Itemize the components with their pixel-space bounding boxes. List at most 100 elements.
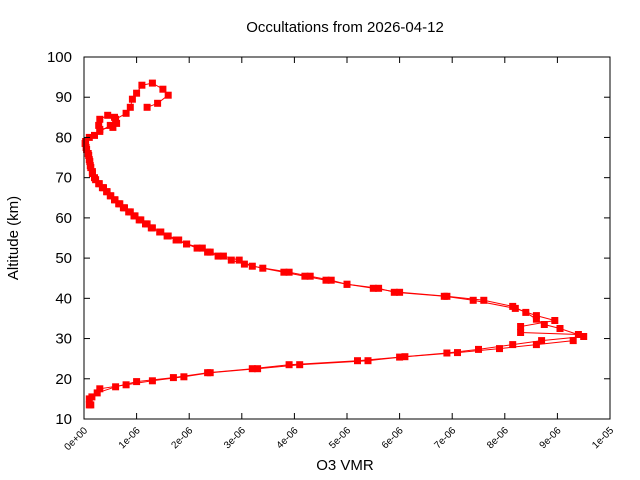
series-group bbox=[81, 79, 588, 409]
data-point bbox=[82, 138, 90, 145]
data-point bbox=[214, 252, 222, 260]
data-point bbox=[96, 125, 104, 133]
data-point bbox=[475, 345, 482, 353]
data-point bbox=[375, 284, 383, 292]
data-point bbox=[219, 252, 227, 260]
data-point bbox=[240, 260, 248, 268]
y-tick-label: 30 bbox=[55, 331, 72, 348]
data-point bbox=[193, 244, 201, 252]
data-point bbox=[113, 119, 121, 127]
data-point bbox=[128, 95, 136, 103]
data-point bbox=[111, 196, 119, 204]
y-tick-label: 70 bbox=[55, 170, 72, 187]
data-point bbox=[322, 276, 330, 284]
data-point bbox=[131, 212, 139, 220]
data-point bbox=[183, 240, 191, 248]
data-point bbox=[538, 337, 546, 345]
y-tick-label: 50 bbox=[55, 250, 72, 267]
data-point bbox=[143, 103, 151, 111]
data-point bbox=[137, 216, 145, 224]
y-tick-label: 100 bbox=[47, 49, 72, 66]
data-point bbox=[343, 280, 351, 288]
data-point bbox=[254, 365, 262, 373]
data-point bbox=[390, 288, 398, 296]
data-point bbox=[85, 401, 93, 409]
data-point bbox=[86, 162, 94, 170]
data-point bbox=[306, 272, 314, 280]
data-point bbox=[285, 268, 293, 276]
data-point bbox=[574, 331, 582, 338]
data-point bbox=[104, 111, 112, 119]
data-point bbox=[85, 156, 93, 164]
data-point bbox=[235, 256, 243, 264]
data-point bbox=[532, 315, 540, 323]
data-point bbox=[147, 224, 155, 232]
data-point bbox=[91, 174, 98, 182]
data-point bbox=[82, 144, 90, 151]
data-point bbox=[133, 378, 141, 386]
data-point bbox=[138, 81, 146, 89]
data-point bbox=[148, 377, 156, 385]
data-point bbox=[103, 188, 111, 196]
y-axis-title: Altitude (km) bbox=[5, 196, 22, 280]
data-point bbox=[369, 284, 377, 292]
data-point bbox=[126, 103, 134, 111]
data-point bbox=[157, 228, 165, 236]
data-point bbox=[88, 168, 96, 176]
data-point bbox=[206, 369, 214, 377]
data-point bbox=[164, 91, 172, 99]
data-point bbox=[532, 312, 540, 320]
data-point bbox=[280, 268, 288, 276]
data-point bbox=[198, 244, 206, 252]
data-point bbox=[98, 184, 106, 192]
data-point bbox=[580, 333, 588, 340]
data-point bbox=[285, 361, 293, 369]
data-point bbox=[116, 200, 124, 208]
data-point bbox=[96, 115, 104, 123]
data-point bbox=[327, 276, 335, 284]
data-point bbox=[248, 262, 256, 270]
data-point bbox=[148, 79, 156, 87]
y-tick-label: 60 bbox=[55, 210, 72, 227]
data-point bbox=[88, 393, 96, 401]
data-point bbox=[121, 204, 128, 212]
data-point bbox=[354, 357, 361, 365]
data-point bbox=[133, 89, 141, 97]
y-tick-label: 10 bbox=[55, 411, 72, 428]
data-point bbox=[509, 341, 517, 349]
data-point bbox=[107, 192, 115, 200]
data-point bbox=[227, 256, 235, 264]
data-point bbox=[154, 99, 162, 107]
y-tick-label: 40 bbox=[55, 290, 72, 307]
data-point bbox=[91, 131, 98, 139]
data-point bbox=[480, 296, 488, 304]
data-point bbox=[143, 220, 151, 228]
data-point bbox=[496, 345, 503, 353]
y-tick-label: 90 bbox=[55, 89, 72, 106]
plot-frame bbox=[83, 56, 611, 420]
chart-title: Occultations from 2026-04-12 bbox=[246, 19, 444, 36]
data-point bbox=[126, 208, 134, 216]
data-point bbox=[364, 357, 372, 365]
data-point bbox=[569, 337, 577, 345]
data-point bbox=[454, 349, 461, 357]
data-point bbox=[469, 296, 477, 304]
data-point bbox=[517, 329, 525, 336]
data-point bbox=[517, 323, 525, 330]
data-point bbox=[206, 248, 214, 256]
data-point bbox=[440, 292, 448, 300]
data-point bbox=[111, 113, 118, 121]
data-point bbox=[511, 304, 519, 312]
data-point bbox=[540, 321, 548, 328]
data-point bbox=[93, 389, 101, 397]
data-point bbox=[95, 180, 103, 188]
data-point bbox=[532, 341, 540, 349]
data-point bbox=[95, 121, 103, 129]
data-point bbox=[301, 272, 309, 280]
x-axis-title: O3 VMR bbox=[316, 457, 374, 474]
data-point bbox=[122, 109, 130, 117]
data-point bbox=[109, 123, 117, 131]
data-point bbox=[164, 232, 172, 240]
